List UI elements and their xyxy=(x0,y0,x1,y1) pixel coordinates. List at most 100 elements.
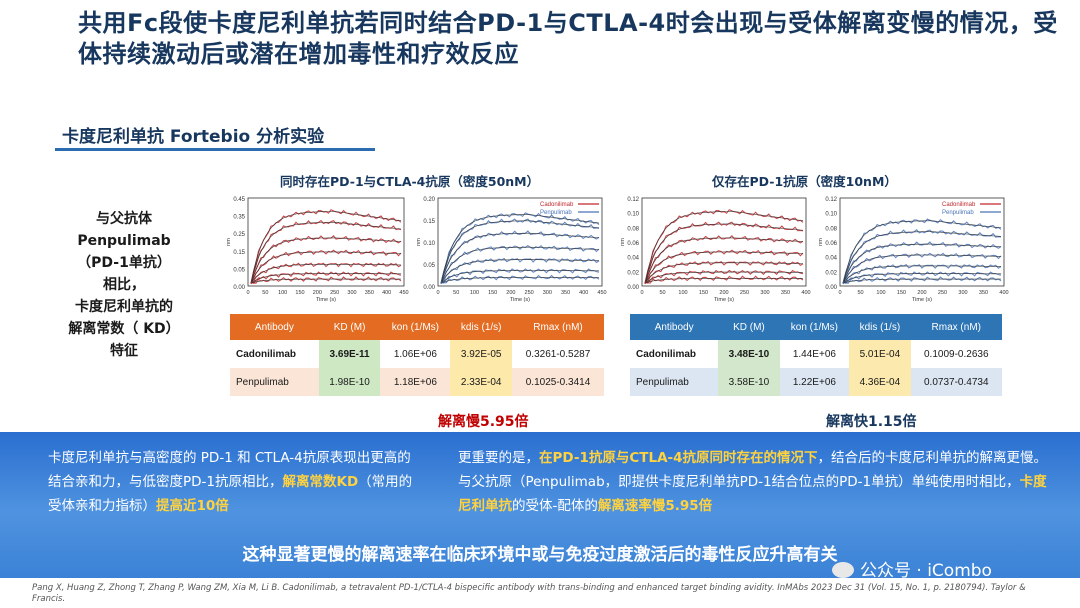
table-row: Cadonilimab 3.69E-11 1.06E+06 3.92E-05 0… xyxy=(230,340,604,368)
fit-line xyxy=(644,211,804,284)
x-tick-label: 100 xyxy=(876,290,885,296)
x-tick-label: 100 xyxy=(678,290,687,296)
x-tick-label: 350 xyxy=(561,290,570,296)
table-cell: 5.01E-04 xyxy=(849,340,911,368)
table-header: kon (1/Ms) xyxy=(380,314,451,340)
fit-line xyxy=(440,270,599,284)
x-tick-label: 400 xyxy=(579,290,588,296)
fit-line xyxy=(644,237,804,284)
table-cell: 2.33E-04 xyxy=(450,368,513,396)
side-line: Penpulimab xyxy=(77,233,171,249)
table-cell: Penpulimab xyxy=(230,368,319,396)
table-cell: 3.58E-10 xyxy=(718,368,780,396)
fit-line xyxy=(250,273,401,284)
fit-line xyxy=(644,262,803,284)
y-tick-label: 0.35 xyxy=(233,215,245,221)
table-header: Antibody xyxy=(630,314,719,340)
sensor-trace xyxy=(644,249,804,284)
fit-line xyxy=(644,278,803,284)
table-header: KD (M) xyxy=(718,314,780,340)
plot-frame xyxy=(641,197,807,287)
side-line: 卡度尼利单抗的 xyxy=(75,299,173,315)
sensor-trace xyxy=(842,271,1002,284)
table-header: kdis (1/s) xyxy=(450,314,513,340)
y-tick-label: 0.04 xyxy=(627,256,639,262)
y-tick-label: 0.06 xyxy=(627,241,639,247)
x-tick-label: 250 xyxy=(330,290,339,296)
watermark-text: 公众号 · iCombo xyxy=(860,561,992,581)
fit-line xyxy=(644,271,803,284)
fast-dissociation-label: 解离快1.15倍 xyxy=(826,414,917,430)
table-cell: Cadonilimab xyxy=(630,340,719,368)
fit-line xyxy=(440,246,600,284)
y-axis-label: nm xyxy=(226,238,232,246)
fit-line xyxy=(644,251,804,284)
fit-line xyxy=(250,237,402,284)
sensorgram-b-svg: 0.20 0.15 0.10 0.05 0.000 50 100 150 200 250 300 35… xyxy=(416,197,607,303)
table-header: Rmax (nM) xyxy=(512,314,604,340)
sensorgram-d-svg: 0.12 0.10 0.08 0.06 0.04 0.02 0.000 50 100 150 200… xyxy=(818,197,1009,303)
conclusion-line: 这种显著更慢的解离速率在临床环境中或与免疫过度激活后的毒性反应升高有关 xyxy=(242,545,838,565)
y-tick-label: 0.45 xyxy=(233,197,245,203)
y-tick-label: 0.02 xyxy=(825,270,837,276)
kinetics-table-right: Antibody KD (M) kon (1/Ms) kdis (1/s) Rm… xyxy=(630,314,1002,396)
summary-left: 卡度尼利单抗与高密度的 PD-1 和 CTLA-4抗原表现出更高的结合亲和力，与… xyxy=(48,446,424,518)
y-axis-label: nm xyxy=(818,238,824,246)
table-cell: 0.1009-0.2636 xyxy=(910,340,1002,368)
table-header: KD (M) xyxy=(318,314,381,340)
fit-line xyxy=(842,220,1002,284)
sensor-trace xyxy=(250,234,402,285)
y-tick-label: 0.00 xyxy=(233,285,245,291)
page-title: 共用Fc段使卡度尼利单抗若同时结合PD-1与CTLA-4时会出现与受体解离变慢的… xyxy=(78,9,1058,68)
plot-frame xyxy=(437,197,603,287)
x-tick-label: 150 xyxy=(699,290,708,296)
y-tick-label: 0.10 xyxy=(423,241,435,247)
y-tick-label: 0.20 xyxy=(423,197,435,203)
table-cell: 0.3261-0.5287 xyxy=(512,340,604,368)
x-tick-label: 50 xyxy=(857,290,863,296)
sensorgram-c-svg: 0.12 0.10 0.08 0.06 0.04 0.02 0.000 50 100 150 200… xyxy=(620,197,811,303)
summary-right-text: 更重要的是， xyxy=(458,450,539,466)
table-row: Penpulimab 3.58E-10 1.22E+06 4.36E-04 0.… xyxy=(630,368,1002,396)
x-axis-label: Time (s) xyxy=(316,297,336,303)
y-tick-label: 0.15 xyxy=(423,219,435,225)
table-cell: 1.22E+06 xyxy=(779,368,850,396)
summary-left-highlight: 提高近10倍 xyxy=(156,498,229,514)
y-tick-label: 0.12 xyxy=(627,197,639,203)
x-tick-label: 50 xyxy=(659,290,665,296)
side-description: 与父抗体 Penpulimab （PD-1单抗） 相比， 卡度尼利单抗的 解离常… xyxy=(40,208,208,362)
summary-right-highlight: 解离速率慢5.95倍 xyxy=(597,498,713,514)
y-tick-label: 0.08 xyxy=(825,226,837,232)
sensor-trace xyxy=(842,241,1002,285)
summary-right-highlight: 在PD-1抗原与CTLA-4抗原同时存在的情况下 xyxy=(539,450,818,466)
legend-label: Cadonilimab xyxy=(942,202,976,208)
fit-line xyxy=(440,277,599,284)
slow-dissociation-label: 解离慢5.95倍 xyxy=(438,414,529,430)
sensor-trace xyxy=(440,245,600,284)
table-row: Penpulimab 1.98E-10 1.18E+06 2.33E-04 0.… xyxy=(230,368,604,396)
summary-right: 更重要的是，在PD-1抗原与CTLA-4抗原同时存在的情况下，结合后的卡度尼利单… xyxy=(458,446,1048,518)
fit-line xyxy=(842,273,1001,284)
table-header: kdis (1/s) xyxy=(849,314,911,340)
sensor-trace xyxy=(440,274,600,284)
side-line: （PD-1单抗） xyxy=(77,255,171,271)
table-cell: 1.06E+06 xyxy=(380,340,451,368)
side-line: 解离常数（ KD） xyxy=(68,321,180,337)
sensorgram-c: 0.12 0.10 0.08 0.06 0.04 0.02 0.00 0 50 100 150 200… xyxy=(616,190,812,304)
summary-right-text: 的受体-配体的 xyxy=(512,498,598,514)
x-tick-label: 350 xyxy=(979,290,988,296)
y-tick-label: 0.08 xyxy=(627,226,639,232)
table-header: Antibody xyxy=(230,314,319,340)
sensor-trace xyxy=(644,269,804,284)
sensor-trace xyxy=(644,235,804,285)
x-tick-label: 150 xyxy=(488,290,497,296)
fit-line xyxy=(440,214,600,284)
x-tick-label: 450 xyxy=(597,290,606,296)
y-tick-label: 0.12 xyxy=(825,197,837,203)
summary-left-text: 卡度尼利单抗与高密度的 PD-1 和 CTLA-4抗原表现出更高的结合亲和力，与… xyxy=(48,450,411,490)
sensorgram-d: 0.12 0.10 0.08 0.06 0.04 0.02 0.00 0 50 100 150 200… xyxy=(814,190,1010,304)
x-tick-label: 200 xyxy=(506,290,515,296)
table-header: Rmax (nM) xyxy=(910,314,1002,340)
fit-line xyxy=(644,223,804,284)
plot-frame xyxy=(839,197,1005,287)
